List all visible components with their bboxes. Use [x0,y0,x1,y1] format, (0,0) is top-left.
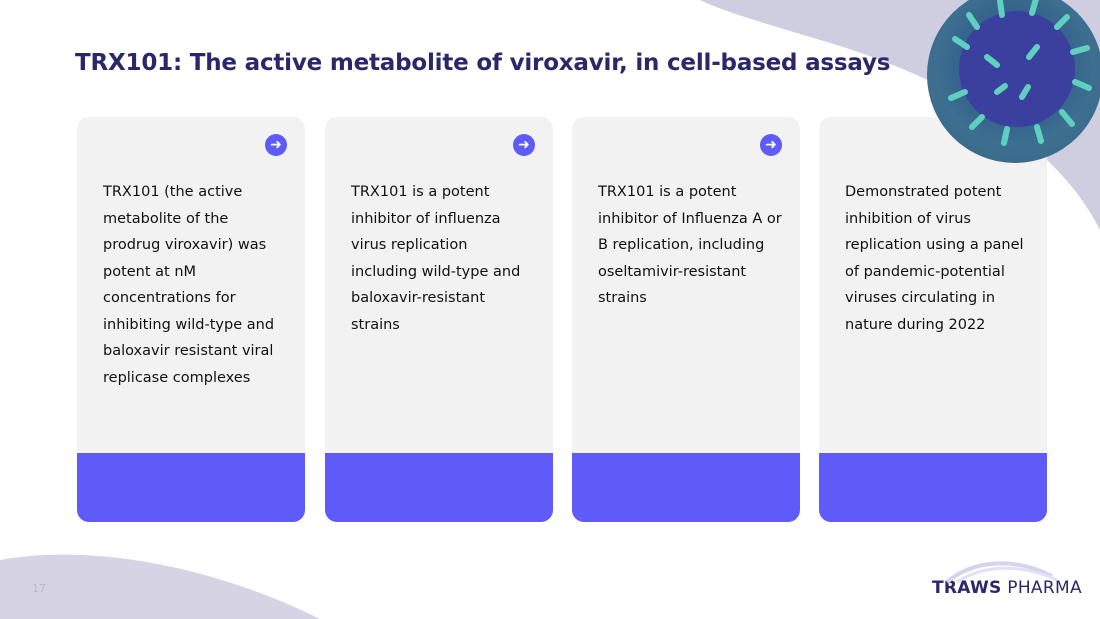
card-text: TRX101 is a potent inhibitor of Influenz… [598,184,782,306]
logo-light: PHARMA [1007,578,1082,598]
virus-illustration [948,0,1092,146]
card-band [819,453,1047,522]
card-text: Demonstrated potent inhibition of virus … [845,184,1024,333]
arrow-right-icon[interactable]: ➜ [513,134,535,156]
card-band [77,453,305,522]
card-text: TRX101 (the active metabolite of the pro… [103,184,275,386]
card-text: TRX101 is a potent inhibitor of influenz… [351,184,521,333]
page-title: TRX101: The active metabolite of viroxav… [75,50,891,76]
logo-bold: TRAWS [932,578,1002,598]
arrow-right-icon[interactable]: ➜ [760,134,782,156]
info-card-2: ➜ TRX101 is a potent inhibitor of influe… [325,117,553,522]
info-card-4: Demonstrated potent inhibition of virus … [819,117,1047,522]
info-card-3: ➜ TRX101 is a potent inhibitor of Influe… [572,117,800,522]
info-card-1: ➜ TRX101 (the active metabolite of the p… [77,117,305,522]
virus-image [927,0,1100,163]
logo-swoosh-icon [945,561,1058,584]
card-band [325,453,553,522]
card-band [572,453,800,522]
page-number: 17 [32,582,46,595]
arrow-right-icon[interactable]: ➜ [265,134,287,156]
traws-pharma-logo: TRAWS PHARMA [932,561,1082,598]
